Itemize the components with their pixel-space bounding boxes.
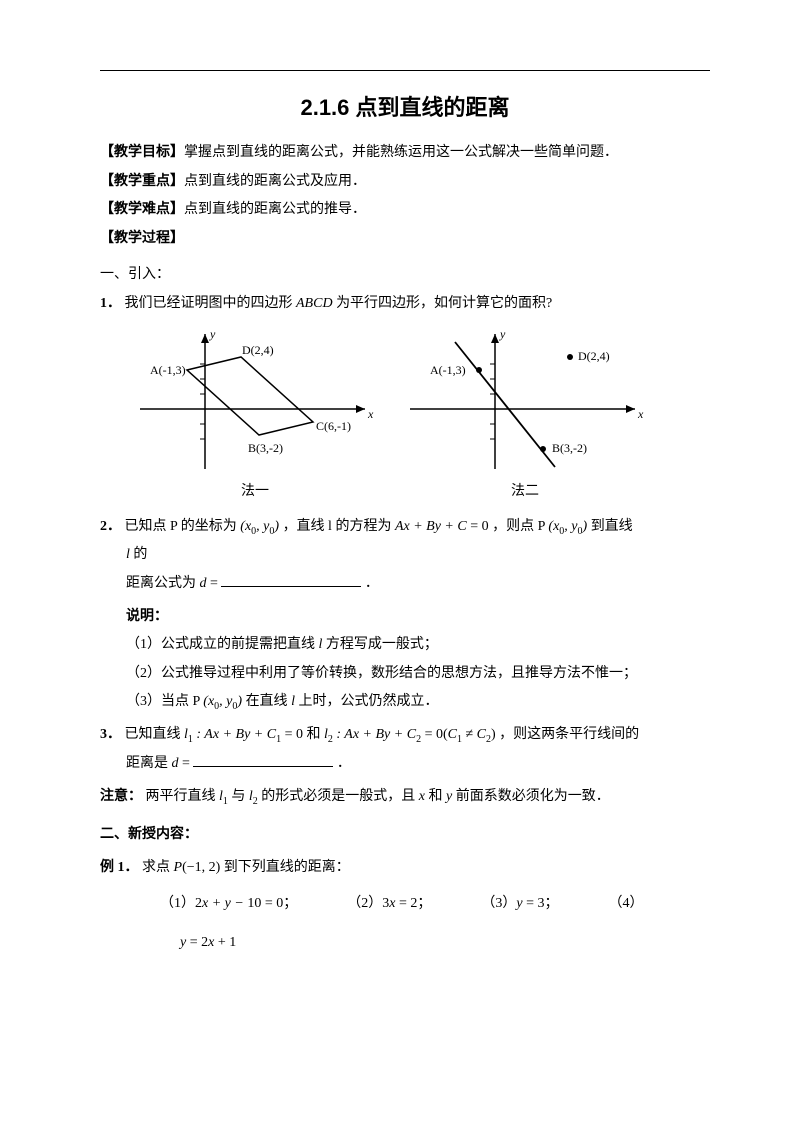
q2-num: 2．	[100, 519, 121, 534]
focus-label: 【教学重点】	[100, 174, 184, 189]
q2-c: ，则点 P	[492, 519, 545, 534]
q3-l1: l1 : Ax + By + C1 = 0	[184, 727, 303, 742]
difficulty-text: 点到直线的距离公式的推导．	[184, 202, 366, 217]
exp1: （1）公式成立的前提需把直线 l 方程写成一般式；	[126, 632, 710, 659]
fig2-x-label: x	[637, 407, 644, 421]
fig1-A: A(-1,3)	[150, 363, 186, 377]
ex1-label: 例 1．	[100, 860, 139, 875]
q2-line3: 距离公式为 d = ．	[126, 571, 710, 598]
exp3b: 在直线 l 上时，公式仍然成立．	[246, 694, 439, 709]
goal-line: 【教学目标】掌握点到直线的距离公式，并能熟练运用这一公式解决一些简单问题．	[100, 140, 710, 167]
page: 2.1.6 点到直线的距离 【教学目标】掌握点到直线的距离公式，并能熟练运用这一…	[0, 0, 800, 1132]
note-line: 注意： 两平行直线 l1 与 l2 的形式必须是一般式，且 x 和 y 前面系数…	[100, 784, 710, 811]
difficulty-label: 【教学难点】	[100, 202, 184, 217]
figures-row: x y A(-1,3) D(2,4) C(6,-1) B(3,-2) 法一	[130, 324, 710, 500]
q2-xy0-1: (x0, y0)	[240, 519, 279, 534]
figure-1: x y A(-1,3) D(2,4) C(6,-1) B(3,-2) 法一	[130, 324, 380, 500]
figure-2-caption: 法二	[511, 480, 539, 500]
exp3: （3）当点 P (x0, y0) 在直线 l 上时，公式仍然成立．	[126, 689, 710, 716]
q3-period: ．	[337, 756, 351, 771]
fig2-B: B(3,-2)	[552, 441, 587, 455]
q1-text: 我们已经证明图中的四边形 ABCD 为平行四边形，如何计算它的面积?	[125, 296, 553, 311]
fig1-C: C(6,-1)	[316, 419, 351, 433]
note-label: 注意：	[100, 789, 142, 804]
section-2-heading: 二、新授内容：	[100, 822, 710, 849]
q2-blank	[221, 572, 361, 587]
q3-line2: 距离是 d = ．	[126, 751, 710, 778]
section-1-heading: 一、引入：	[100, 262, 710, 289]
goal-text: 掌握点到直线的距离公式，并能熟练运用这一公式解决一些简单问题．	[184, 145, 618, 160]
difficulty-line: 【教学难点】点到直线的距离公式的推导．	[100, 197, 710, 224]
fig2-y-label: y	[499, 327, 506, 341]
fig1-x-label: x	[367, 407, 374, 421]
ex1-i4b: y = 2x + 1	[180, 930, 710, 957]
exp3-xy0: (x0, y0)	[203, 694, 245, 709]
q2-period: ．	[365, 576, 379, 591]
top-rule	[100, 70, 710, 71]
process-line: 【教学过程】	[100, 226, 710, 253]
exp2: （2）公式推导过程中利用了等价转换，数形结合的思想方法，且推导方法不惟一；	[126, 661, 710, 688]
q3-a: 已知直线	[125, 727, 181, 742]
q3-l2: l2 : Ax + By + C2 = 0(C1 ≠ C2)	[324, 727, 496, 742]
q2-eq: Ax + By + C = 0	[395, 519, 489, 534]
figure-1-caption: 法一	[241, 480, 269, 500]
focus-line: 【教学重点】点到直线的距离公式及应用．	[100, 169, 710, 196]
ex1-i3: （3）y = 3；	[481, 890, 558, 918]
q2-d: 到直线	[591, 519, 633, 534]
q3-deq: d =	[172, 756, 190, 771]
note-text: 两平行直线 l1 与 l2 的形式必须是一般式，且 x 和 y 前面系数必须化为…	[146, 789, 610, 804]
q2-xy0-2: (x0, y0)	[548, 519, 590, 534]
explain-label: 说明：	[126, 604, 710, 631]
q1: 1． 我们已经证明图中的四边形 ABCD 为平行四边形，如何计算它的面积?	[100, 291, 710, 318]
q2-b: ，直线 l 的方程为	[283, 519, 392, 534]
fig2-D: D(2,4)	[578, 349, 610, 363]
exp3a: （3）当点 P	[126, 694, 200, 709]
q3-tail: ，则这两条平行线间的	[499, 727, 639, 742]
fig1-B: B(3,-2)	[248, 441, 283, 455]
ex1-i1: （1）2x + y − 10 = 0；	[160, 890, 297, 918]
figure-2: x y A(-1,3) D(2,4) B(3,-2) 法二	[400, 324, 650, 500]
q3-and: 和	[306, 727, 324, 742]
q2-a: 已知点 P 的坐标为	[125, 519, 237, 534]
q3-num: 3．	[100, 727, 121, 742]
fig1-D: D(2,4)	[242, 343, 274, 357]
q2-line3a: 距离公式为	[126, 576, 196, 591]
focus-text: 点到直线的距离公式及应用．	[184, 174, 366, 189]
fig2-A: A(-1,3)	[430, 363, 466, 377]
ex1-i4: （4）	[608, 890, 643, 918]
q2-line2: l 的	[126, 542, 710, 569]
page-title: 2.1.6 点到直线的距离	[100, 90, 710, 122]
q3-line2a: 距离是	[126, 756, 168, 771]
fig1-y-label: y	[209, 327, 216, 341]
q2-line1: 2． 已知点 P 的坐标为 (x0, y0) ，直线 l 的方程为 Ax + B…	[100, 514, 710, 541]
figure-2-svg: x y A(-1,3) D(2,4) B(3,-2)	[400, 324, 650, 474]
ex1: 例 1． 求点 P(−1, 2) 到下列直线的距离：	[100, 855, 710, 882]
process-label: 【教学过程】	[100, 231, 184, 246]
q2-deq: d =	[200, 576, 218, 591]
goal-label: 【教学目标】	[100, 145, 184, 160]
q3-line1: 3． 已知直线 l1 : Ax + By + C1 = 0 和 l2 : Ax …	[100, 722, 710, 749]
q2-l: l	[126, 547, 130, 562]
q3-blank	[193, 752, 333, 767]
q1-num: 1．	[100, 296, 121, 311]
ex1-items: （1）2x + y − 10 = 0； （2）3x = 2； （3）y = 3；…	[160, 890, 710, 918]
ex1-i2: （2）3x = 2；	[347, 890, 431, 918]
ex1-text: 求点 P(−1, 2) 到下列直线的距离：	[142, 860, 350, 875]
q2-line2a: 的	[133, 547, 147, 562]
figure-1-svg: x y A(-1,3) D(2,4) C(6,-1) B(3,-2)	[130, 324, 380, 474]
